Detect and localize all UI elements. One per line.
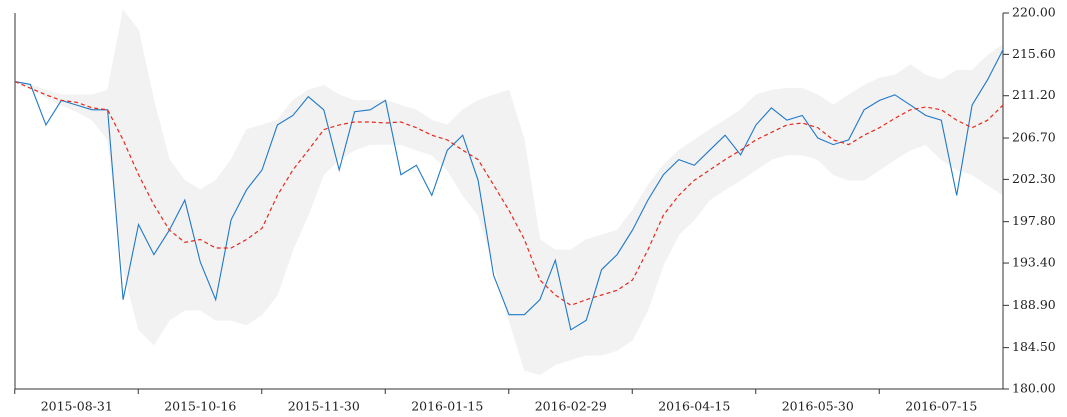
band-segment bbox=[446, 109, 463, 197]
x-tick-label: 2016-05-30 bbox=[782, 399, 854, 414]
band-layer bbox=[14, 9, 1004, 376]
band-segment bbox=[184, 179, 201, 311]
band-segment bbox=[277, 99, 294, 296]
x-tick-label: 2015-10-16 bbox=[164, 399, 236, 414]
band-segment bbox=[246, 124, 263, 326]
band-segment bbox=[570, 238, 587, 361]
band-segment bbox=[678, 139, 695, 236]
band-segment bbox=[863, 77, 880, 181]
band-segment bbox=[91, 89, 108, 141]
y-tick-label: 220.00 bbox=[1012, 5, 1056, 20]
band-segment bbox=[724, 109, 741, 191]
y-tick-label: 215.60 bbox=[1012, 46, 1056, 61]
band-segment bbox=[354, 100, 371, 151]
price-line bbox=[14, 49, 1004, 331]
band-segment bbox=[771, 87, 788, 161]
band-segment bbox=[879, 74, 896, 171]
x-tick-label: 2015-11-30 bbox=[288, 399, 360, 414]
band-segment bbox=[555, 249, 572, 365]
y-tick-label: 193.40 bbox=[1012, 255, 1056, 270]
x-tick-label: 2016-02-29 bbox=[535, 399, 607, 414]
band-segment bbox=[400, 104, 417, 151]
band-segment bbox=[524, 139, 541, 376]
band-segment bbox=[338, 94, 355, 161]
band-segment bbox=[755, 89, 772, 171]
band-segment bbox=[632, 183, 649, 341]
band-segment bbox=[416, 109, 433, 156]
band-segment bbox=[832, 94, 849, 181]
band-segment bbox=[292, 89, 309, 251]
x-tick-label: 2016-07-15 bbox=[905, 399, 977, 414]
band-segment bbox=[431, 119, 448, 171]
band-segment bbox=[308, 84, 325, 216]
band-segment bbox=[261, 119, 278, 316]
band-segment bbox=[539, 238, 556, 376]
band-segment bbox=[493, 89, 510, 321]
y-tick-label: 184.50 bbox=[1012, 339, 1056, 354]
band-segment bbox=[817, 94, 834, 176]
x-tick-label: 2015-08-31 bbox=[41, 399, 113, 414]
x-tick-label: 2016-01-15 bbox=[411, 399, 483, 414]
band-segment bbox=[709, 119, 726, 201]
band-segment bbox=[508, 89, 525, 371]
band-segment bbox=[894, 64, 911, 161]
band-segment bbox=[740, 94, 757, 181]
band-segment bbox=[971, 54, 988, 186]
band-segment bbox=[169, 158, 186, 321]
x-tick-label: 2016-04-15 bbox=[658, 399, 730, 414]
band-segment bbox=[477, 94, 494, 266]
y-tick-label: 188.90 bbox=[1012, 297, 1056, 312]
band-segment bbox=[956, 70, 973, 176]
average-line bbox=[14, 81, 1004, 306]
band-segment bbox=[215, 158, 232, 321]
y-tick-label: 197.80 bbox=[1012, 213, 1056, 228]
band-segment bbox=[199, 179, 216, 321]
y-tick-label: 202.30 bbox=[1012, 171, 1056, 186]
band-segment bbox=[138, 29, 155, 346]
band-segment bbox=[153, 100, 170, 346]
band-segment bbox=[848, 84, 865, 181]
y-tick-label: 206.70 bbox=[1012, 130, 1056, 145]
band-segment bbox=[616, 209, 633, 352]
band-segment bbox=[45, 89, 62, 106]
y-tick-label: 180.00 bbox=[1012, 381, 1056, 396]
band-segment bbox=[987, 44, 1004, 196]
y-tick-label: 211.20 bbox=[1012, 87, 1056, 102]
band-segment bbox=[786, 87, 803, 156]
band-segment bbox=[230, 129, 247, 326]
